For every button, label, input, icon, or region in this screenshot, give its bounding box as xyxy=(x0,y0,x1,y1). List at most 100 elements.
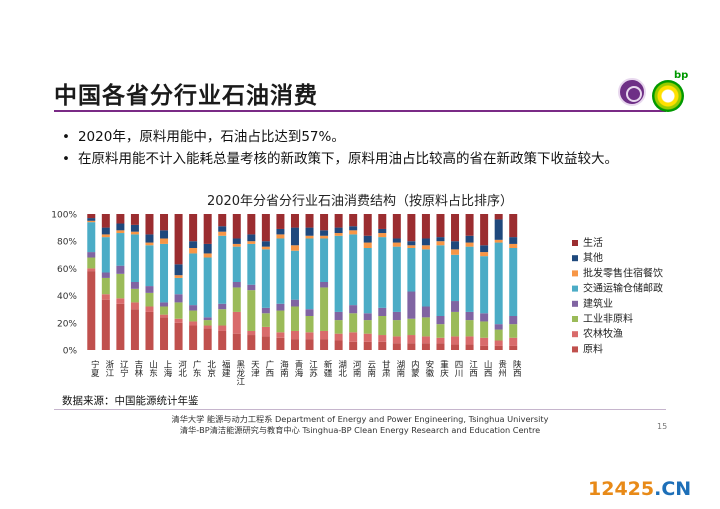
bar-segment xyxy=(232,287,241,312)
department-line: 清华-BP清洁能源研究与教育中心 Tsinghua-BP Clean Energ… xyxy=(179,425,541,435)
x-tick-label: 湖南 xyxy=(395,360,405,377)
bar-segment xyxy=(276,303,285,311)
bar-segment xyxy=(290,214,299,228)
bar-segment xyxy=(189,241,198,248)
bar-segment xyxy=(261,307,270,314)
bar-segment xyxy=(218,309,227,326)
legend-swatch xyxy=(572,346,578,353)
bar-segment xyxy=(436,343,445,350)
bar-segment xyxy=(261,249,270,308)
bar-segment xyxy=(407,245,416,248)
bar-segment xyxy=(276,234,285,239)
x-tick-label: 福建 xyxy=(220,359,230,378)
data-source-note: 数据来源：中国能源统计年鉴 xyxy=(62,395,199,407)
bar-segment xyxy=(436,324,445,338)
bar-segment xyxy=(174,275,183,278)
watermark: 12425.CN xyxy=(588,478,691,500)
bullet-item: 在原料用能不计入能耗总量考核的新政策下，原料用油占比较高的省在新政策下收益较大。 xyxy=(62,148,618,170)
bar-segment xyxy=(174,277,183,295)
bar-segment xyxy=(174,302,183,319)
bar-segment xyxy=(349,214,358,227)
x-tick-label: 浙江 xyxy=(104,359,114,378)
bar-segment xyxy=(320,230,329,236)
bar-segment xyxy=(87,220,96,223)
x-tick-label: 陕西 xyxy=(511,359,521,378)
bar-segment xyxy=(116,303,125,350)
x-tick-label: 江西 xyxy=(468,360,478,378)
bar-segment xyxy=(436,316,445,325)
bar-segment xyxy=(451,249,460,255)
legend-swatch xyxy=(572,240,578,246)
x-tick-label: 云南 xyxy=(366,360,376,377)
bar-segment xyxy=(363,320,372,334)
bar-segment xyxy=(145,311,154,350)
bar-segment xyxy=(101,299,110,350)
bar-segment xyxy=(465,320,474,337)
bar-segment xyxy=(232,214,241,239)
x-tick-label: 海南 xyxy=(278,359,288,377)
bar-segment xyxy=(465,336,474,345)
bar-segment xyxy=(247,335,256,350)
bar-segment xyxy=(305,316,314,333)
bar-segment xyxy=(378,307,387,316)
x-tick-label: 内蒙 xyxy=(409,359,419,377)
chart-title: 2020年分省分行业石油消费结构（按原料占比排序） xyxy=(206,194,514,209)
bar-segment xyxy=(203,214,212,244)
bar-segment xyxy=(407,241,416,246)
bar-segment xyxy=(189,305,198,311)
bar-segment xyxy=(320,238,329,282)
bar-segment xyxy=(101,234,110,238)
bar-segment xyxy=(407,343,416,350)
bar-segment xyxy=(160,238,169,244)
bar-segment xyxy=(87,268,96,272)
bar-segment xyxy=(232,333,241,350)
bar-segment xyxy=(116,223,125,231)
bar-segment xyxy=(261,313,270,327)
bar-segment xyxy=(334,311,343,321)
x-tick-label: 辽宁 xyxy=(118,360,128,377)
bar-segment xyxy=(378,341,387,350)
x-tick-label: 江苏 xyxy=(308,360,318,378)
legend-label: 工业非原料 xyxy=(583,312,633,325)
bar-segment xyxy=(87,257,96,269)
bar-segment xyxy=(349,234,358,306)
bar-segment xyxy=(509,214,518,238)
page-number: 15 xyxy=(657,422,668,431)
bar-segment xyxy=(494,214,503,220)
bar-segment xyxy=(290,250,299,300)
bar-segment xyxy=(305,309,314,316)
bar-segment xyxy=(203,325,212,329)
legend-swatch xyxy=(572,300,578,307)
x-tick-label: 甘肃 xyxy=(380,359,390,378)
bar-segment xyxy=(290,330,299,340)
bar-segment xyxy=(276,214,285,229)
x-tick-label: 天津 xyxy=(249,360,259,378)
bar-segment xyxy=(145,234,154,243)
bar-segment xyxy=(305,227,314,236)
bar-segment xyxy=(392,242,401,247)
bar-segment xyxy=(218,235,227,304)
bar-segment xyxy=(261,241,270,247)
bar-segment xyxy=(320,214,329,231)
bar-segment xyxy=(334,227,343,234)
bar-segment xyxy=(436,214,445,238)
y-tick-label: 0% xyxy=(63,347,78,357)
bar-segment xyxy=(160,230,169,239)
bar-segment xyxy=(465,246,474,312)
bar-segment xyxy=(160,314,169,318)
bar-segment xyxy=(247,241,256,244)
bar-segment xyxy=(189,253,198,306)
bar-segment xyxy=(363,235,372,243)
legend-swatch xyxy=(572,285,578,292)
bar-segment xyxy=(160,317,169,350)
bar-segment xyxy=(116,233,125,266)
bar-segment xyxy=(116,214,125,224)
bar-segment xyxy=(203,253,212,258)
bar-segment xyxy=(451,241,460,250)
y-tick-label: 60% xyxy=(57,265,77,275)
x-tick-label: 北京 xyxy=(206,360,216,378)
bar-segment xyxy=(290,299,299,307)
bar-segment xyxy=(276,332,285,338)
bar-segment xyxy=(509,248,518,316)
bar-segment xyxy=(116,265,125,274)
